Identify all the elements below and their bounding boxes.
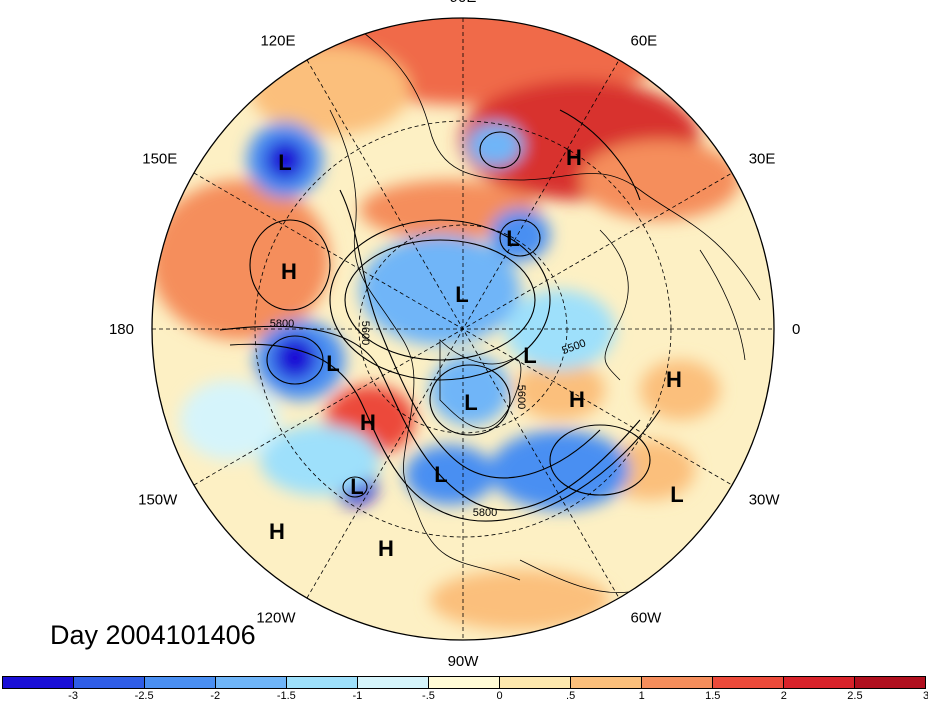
contour-label-0: 5800	[270, 318, 294, 330]
contour-label-4: 5800	[473, 507, 497, 519]
longitude-label-1: 60E	[631, 32, 658, 49]
longitude-label-6: 90W	[448, 653, 480, 670]
pressure-center-low-6: L	[523, 343, 536, 368]
map-boundary	[151, 17, 775, 641]
colorbar-tick-0: -3	[68, 690, 78, 702]
longitude-label-4: 30W	[749, 492, 781, 509]
pressure-center-high-10: H	[666, 367, 682, 392]
pressure-center-low-11: L	[434, 462, 447, 487]
colorbar-box-5	[358, 677, 429, 688]
colorbar-box-6	[429, 677, 500, 688]
coastlines	[329, 29, 761, 594]
longitude-label-8: 150W	[138, 492, 178, 509]
colorbar-tick-3: -1.5	[276, 690, 296, 702]
pressure-center-labels: L H L H L L L L H H H L L H H L	[269, 145, 684, 561]
pressure-center-high-13: H	[269, 519, 285, 544]
colorbar-box-1	[74, 677, 145, 688]
pressure-center-high-8: H	[360, 410, 376, 435]
longitude-label-10: 150E	[142, 151, 177, 168]
pressure-center-low-15: L	[350, 474, 363, 499]
pressure-center-low-0: L	[278, 150, 291, 175]
longitude-label-0: 90E	[450, 0, 477, 6]
pressure-center-low-2: L	[506, 226, 519, 251]
colorbar-box-3	[216, 677, 287, 688]
longitude-label-9: 180	[109, 321, 134, 338]
colorbar-box-9	[642, 677, 713, 688]
pressure-center-high-1: H	[566, 145, 582, 170]
longitude-label-11: 120E	[260, 32, 295, 49]
pressure-center-low-4: L	[455, 282, 468, 307]
colorbar-tick-12: 3	[922, 690, 928, 702]
anomaly-field	[152, 18, 774, 640]
longitude-labels: 90E 60E 30E 0 30W 60W 90W 120W 150W 180 150E 120E	[109, 0, 800, 670]
colorbar-box-0	[3, 677, 74, 688]
pressure-center-low-12: L	[670, 482, 683, 507]
colorbar-tick-8: 1	[638, 690, 645, 702]
colorbar-boxes	[2, 676, 926, 689]
colorbar-box-7	[500, 677, 571, 688]
colorbar-box-12	[855, 677, 925, 688]
longitude-label-5: 60W	[631, 610, 663, 627]
colorbar-tick-4: -1	[352, 690, 363, 702]
colorbar: -3 -2.5 -2 -1.5 -1 -.5 0 .5 1 1.5 2 2.5 3	[0, 676, 928, 702]
pressure-center-low-7: L	[464, 390, 477, 415]
graticule	[152, 18, 774, 640]
colorbar-box-11	[784, 677, 855, 688]
longitude-label-7: 120W	[256, 610, 296, 627]
longitude-label-3: 0	[792, 321, 800, 338]
polar-stereographic-map: 90E 60E 30E 0 30W 60W 90W 120W 150W 180 150E 120E L…	[109, 0, 800, 670]
colorbar-tick-2: -2	[210, 690, 221, 702]
colorbar-tick-5: -.5	[422, 690, 435, 702]
colorbar-box-2	[145, 677, 216, 688]
contour-label-3: 5600	[515, 385, 527, 409]
colorbar-tick-10: 2	[780, 690, 787, 702]
colorbar-tick-6: 0	[496, 690, 503, 702]
colorbar-tick-1: -2.5	[134, 690, 154, 702]
pressure-center-high-3: H	[281, 259, 297, 284]
colorbar-box-10	[713, 677, 784, 688]
colorbar-tick-7: .5	[566, 690, 576, 702]
colorbar-box-4	[287, 677, 358, 688]
map-title: Day 2004101406	[50, 620, 256, 650]
pressure-center-high-9: H	[569, 387, 585, 412]
pressure-center-high-14: H	[378, 536, 394, 561]
colorbar-box-8	[571, 677, 642, 688]
contour-label-1: 5600	[359, 321, 371, 345]
longitude-label-2: 30E	[749, 151, 776, 168]
colorbar-tick-9: 1.5	[705, 690, 721, 702]
colorbar-tick-11: 2.5	[847, 690, 863, 702]
height-contours	[219, 109, 661, 522]
pressure-center-low-5: L	[326, 351, 339, 376]
